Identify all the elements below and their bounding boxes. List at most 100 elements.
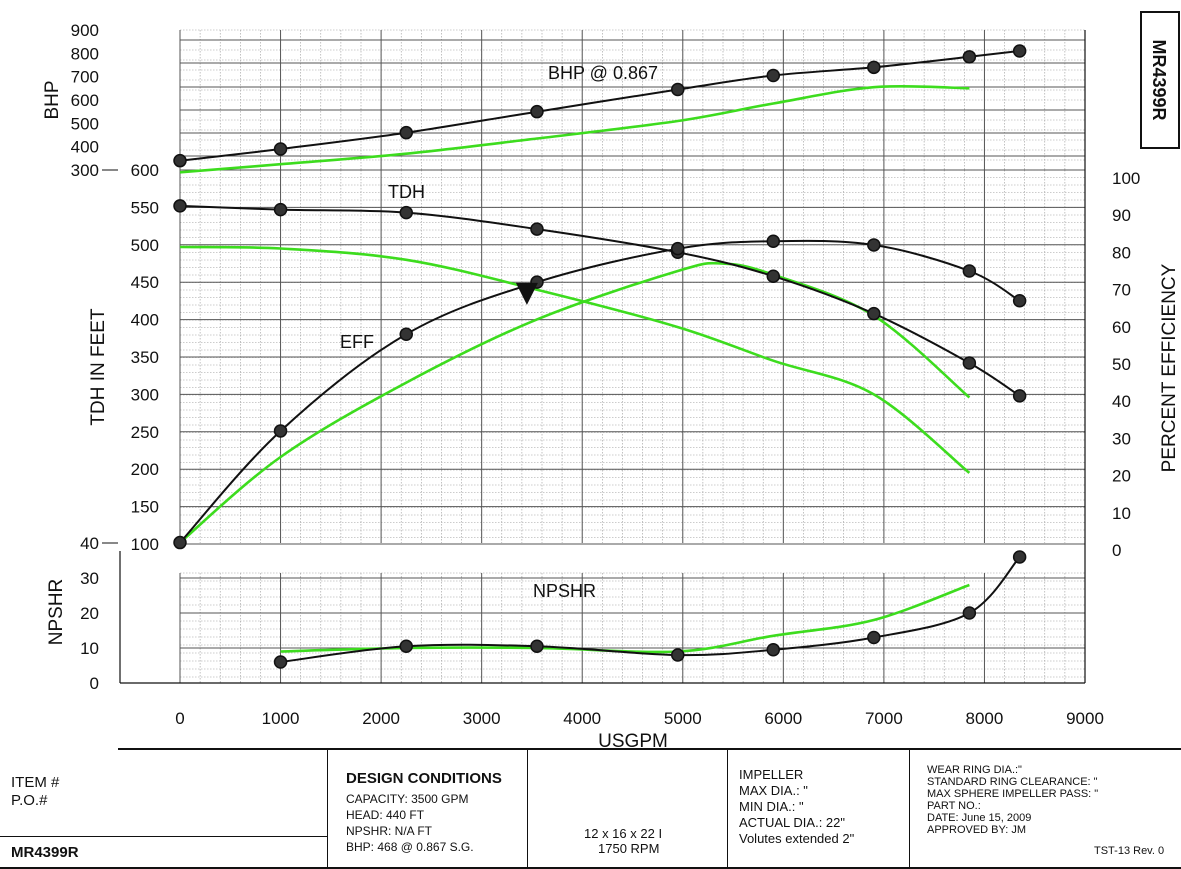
x-tick-label: 1000 (262, 709, 300, 728)
bhp-series-point (962, 50, 977, 64)
npshr-axis-label: NPSHR (46, 579, 67, 646)
efficiency-tick-label: 20 (1112, 467, 1131, 486)
npshr-series-point (1012, 550, 1027, 564)
size-cell: 12 x 16 x 22 I 1750 RPM (528, 748, 728, 869)
bhp-series-point (1012, 44, 1027, 58)
tdh-curve-label: TDH (388, 182, 425, 202)
grid (119, 29, 1086, 684)
efficiency-tick-label: 50 (1112, 355, 1131, 374)
ring-clearance-text: STANDARD RING CLEARANCE: " (927, 776, 1098, 788)
info-bottom-border (0, 867, 1181, 869)
npshr-series-point (962, 606, 977, 620)
x-tick-label: 4000 (563, 709, 601, 728)
bhp-series-point (273, 142, 288, 156)
tdh-tick-label: 550 (131, 198, 159, 217)
eff-series-point (962, 264, 977, 278)
npshr-series-point (399, 639, 413, 653)
pump-curve-chart: 3004005006007008009001001502002503003504… (0, 0, 1181, 748)
approved-text: APPROVED BY: JM (927, 824, 1027, 836)
eff-series-point (399, 327, 413, 341)
part-no-text: PART NO.: (927, 800, 981, 812)
bhp-axis-label: BHP (42, 80, 63, 119)
efficiency-tick-label: 70 (1112, 281, 1131, 300)
tdh-series-point (530, 222, 544, 236)
eff-series-point (671, 241, 685, 256)
efficiency-axis-label: PERCENT EFFICIENCY (1159, 263, 1180, 472)
info-block: ITEM # P.O.# MR4399R DESIGN CONDITIONS C… (0, 748, 1181, 869)
rev-text: TST-13 Rev. 0 (1094, 845, 1165, 857)
data-marks (173, 44, 1027, 669)
rpm-text: 1750 RPM (598, 841, 660, 856)
npshr-curve-label: NPSHR (533, 581, 596, 601)
design-conditions-title: DESIGN CONDITIONS (346, 770, 502, 787)
efficiency-tick-label: 40 (1112, 392, 1131, 411)
bhp-tick-label: 600 (71, 91, 99, 110)
eff-series-point (766, 234, 781, 248)
bhp-series-point (671, 82, 685, 97)
npshr-text: NPSHR: N/A FT (346, 824, 433, 838)
x-tick-label: 5000 (664, 709, 702, 728)
bhp-series-point (399, 125, 413, 140)
x-tick-label: 3000 (463, 709, 501, 728)
efficiency-tick-label: 30 (1112, 429, 1131, 448)
chart-background (0, 0, 1181, 748)
tdh-tick-label: 150 (131, 498, 159, 517)
model-divider (0, 836, 327, 837)
x-axis-label: USGPM (598, 731, 668, 748)
npshr-tick-label: 30 (80, 569, 99, 588)
efficiency-tick-label: 0 (1112, 541, 1121, 560)
sphere-text: MAX SPHERE IMPELLER PASS: " (927, 788, 1099, 800)
max-dia-text: MAX DIA.: " (739, 783, 808, 798)
item-cell: ITEM # P.O.# MR4399R (0, 748, 328, 869)
tdh-series-point (962, 356, 977, 370)
info-top-border (118, 748, 1181, 750)
ring-cell: WEAR RING DIA.:" STANDARD RING CLEARANCE… (910, 748, 1181, 869)
npshr-tick-label: 40 (80, 534, 99, 553)
bhp-series-point (530, 104, 544, 119)
x-tick-label: 6000 (764, 709, 802, 728)
eff-series-point (1012, 294, 1027, 308)
bhp-series-point (766, 68, 781, 83)
actual-dia-text: ACTUAL DIA.: 22" (739, 815, 845, 830)
side-tag-text: MR4399R (1149, 39, 1169, 120)
head-text: HEAD: 440 FT (346, 808, 425, 822)
capacity-text: CAPACITY: 3500 GPM (346, 792, 469, 806)
tdh-series-line (179, 204, 1021, 397)
bhp-tick-label: 500 (71, 114, 99, 133)
impeller-title: IMPELLER (739, 767, 804, 782)
date-text: DATE: June 15, 2009 (927, 812, 1032, 824)
x-tick-label: 0 (175, 709, 184, 728)
bhp-series-point (173, 153, 187, 168)
wear-ring-text: WEAR RING DIA.:" (927, 764, 1022, 776)
npshr-series-point (867, 630, 881, 645)
bhp-series-point (867, 60, 881, 75)
tdh-tick-label: 200 (131, 460, 159, 479)
tdh-tick-label: 500 (131, 236, 159, 255)
tdh-tick-label: 300 (131, 385, 159, 404)
eff-series-point (173, 535, 187, 550)
bhp-tick-label: 300 (71, 161, 99, 180)
bhp-chart-title: BHP @ 0.867 (548, 63, 658, 83)
tdh-tick-label: 600 (131, 161, 159, 180)
model-label: MR4399R (11, 844, 79, 861)
npshr-series-point (530, 639, 544, 653)
min-dia-text: MIN DIA.: " (739, 799, 804, 814)
eff-series-point (273, 424, 288, 438)
tdh-green-series-line (179, 245, 971, 474)
item-label: ITEM # (11, 774, 60, 791)
tdh-series-point (399, 205, 413, 220)
npshr-tick-label: 0 (90, 674, 99, 693)
size-text: 12 x 16 x 22 I (584, 826, 663, 841)
efficiency-tick-label: 90 (1112, 206, 1131, 225)
tdh-tick-label: 450 (131, 273, 159, 292)
npshr-tick-label: 20 (80, 604, 99, 623)
bhp-tick-label: 400 (71, 138, 99, 157)
bhp-series-line (179, 50, 1020, 162)
npshr-series-point (671, 648, 685, 662)
impeller-cell: IMPELLER MAX DIA.: " MIN DIA.: " ACTUAL … (728, 748, 910, 869)
bhp-text: BHP: 468 @ 0.867 S.G. (346, 840, 474, 854)
tdh-tick-label: 100 (131, 535, 159, 554)
efficiency-tick-label: 10 (1112, 504, 1131, 523)
eff-series-point (867, 238, 881, 252)
efficiency-tick-label: 60 (1112, 318, 1131, 337)
